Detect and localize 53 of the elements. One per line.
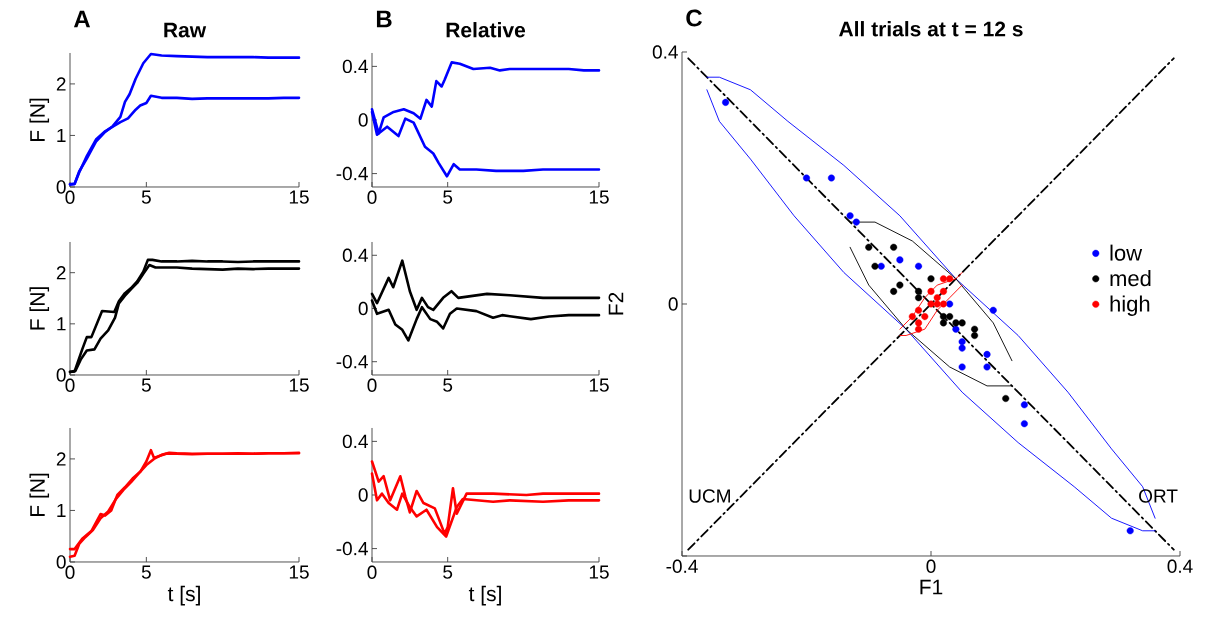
x-tick-label: 5 [141, 378, 151, 392]
y-tick-label: 0.4 [342, 59, 368, 74]
y-tick-label: 2 [56, 77, 66, 91]
x-tick-label: 5 [443, 378, 453, 392]
y-tick-label: 1 [57, 317, 66, 331]
x-tick-label: 15 [589, 565, 609, 579]
y-axis-title: F [N] [29, 473, 50, 517]
y-tick-label: -0.4 [336, 166, 368, 181]
legend-label: med [1110, 270, 1151, 287]
y-tick-label: 2 [56, 452, 66, 466]
x-tick-label: 5 [141, 565, 151, 579]
y-tick-label: 0 [358, 488, 368, 502]
x-tick-label: 0 [367, 565, 377, 579]
annotation: UCM [689, 489, 730, 503]
y-tick-label: 0 [56, 180, 66, 194]
legend-label: high [1110, 295, 1150, 317]
x-tick-label: 5 [443, 190, 453, 204]
x-tick-label: -0.4 [666, 559, 698, 573]
y-tick-label: 0 [358, 301, 368, 316]
annotation: ORT [1139, 489, 1178, 503]
legend-label: low [1110, 244, 1143, 261]
x-tick-label: 5 [141, 190, 151, 204]
chart-title: All trials at t = 12 s [839, 21, 1023, 37]
y-axis-title: F2 [608, 292, 624, 315]
y-tick-label: 1 [57, 128, 66, 142]
y-tick-label: -0.4 [336, 354, 368, 369]
x-tick-label: 0.4 [1167, 559, 1193, 573]
x-tick-label: 15 [589, 378, 609, 392]
y-axis-title: F [N] [29, 287, 50, 330]
text: C [686, 9, 703, 27]
x-axis-title: t [s] [167, 585, 200, 606]
x-axis-title: t [s] [468, 585, 501, 606]
x-axis-title: F1 [920, 579, 943, 595]
x-tick-label: 0 [926, 559, 936, 573]
x-tick-label: 15 [289, 190, 309, 204]
y-tick-label: 0 [358, 113, 368, 127]
x-tick-label: 15 [289, 378, 309, 392]
x-tick-label: 0 [367, 378, 377, 392]
x-tick-label: 5 [443, 565, 453, 579]
y-tick-label: -0.4 [336, 541, 368, 556]
y-tick-label: 1 [57, 503, 66, 517]
y-axis-title: F [N] [29, 98, 50, 142]
x-tick-label: 15 [589, 190, 609, 204]
chart-title: Raw [164, 22, 207, 38]
x-tick-label: 0 [367, 190, 377, 204]
text: A [73, 10, 91, 28]
y-tick-label: 0.4 [342, 248, 368, 263]
x-tick-label: 15 [289, 565, 309, 579]
y-tick-label: 0 [56, 368, 66, 382]
text: B [376, 10, 392, 28]
chart-title: Relative [446, 22, 526, 38]
y-tick-label: 0.4 [342, 434, 368, 449]
y-tick-label: 2 [56, 266, 66, 280]
